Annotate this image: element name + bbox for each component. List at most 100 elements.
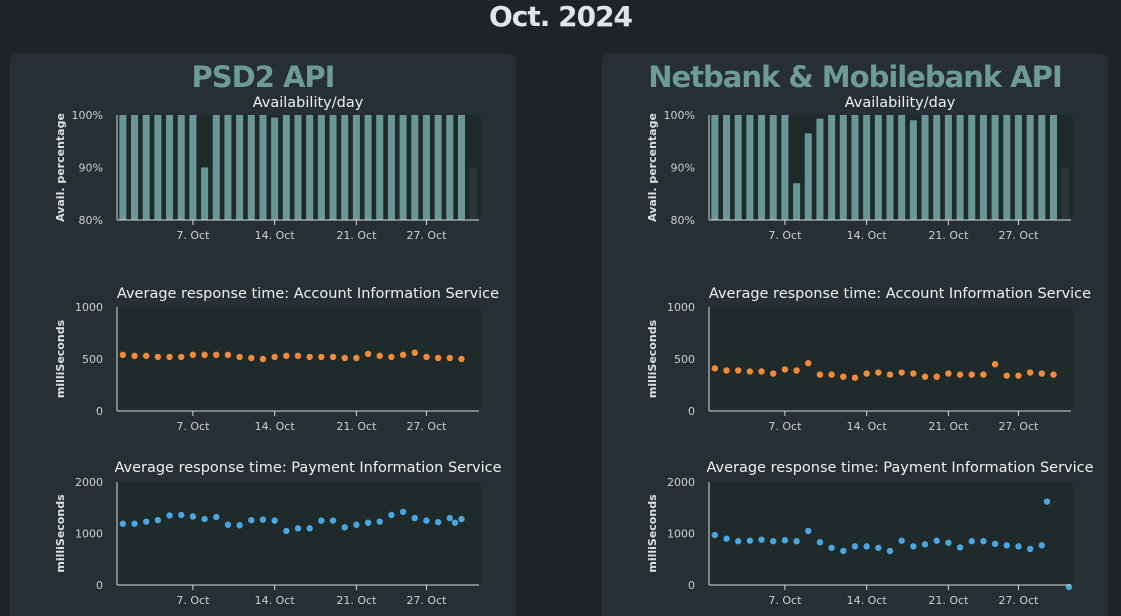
availability-bar <box>793 183 801 220</box>
response-point <box>1015 543 1022 550</box>
netbank-panel-title: Netbank & Mobilebank API <box>648 60 1062 94</box>
response-point <box>458 355 465 363</box>
response-point <box>434 518 442 526</box>
availability-bar <box>469 167 477 220</box>
response-point <box>306 525 313 532</box>
response-point <box>434 354 442 362</box>
y-tick-label: 2000 <box>667 476 695 489</box>
response-point <box>828 544 835 552</box>
availability-bar <box>944 115 952 220</box>
availability-bar <box>956 115 964 220</box>
response-point <box>711 531 719 539</box>
response-point <box>154 516 162 524</box>
availability-bar <box>119 115 127 220</box>
response-point <box>294 352 302 360</box>
availability-bar <box>863 115 871 220</box>
availability-bar <box>734 115 742 220</box>
y-axis-title: milliSeconds <box>646 494 659 573</box>
response-point <box>1038 542 1046 549</box>
availability-bar <box>979 115 987 220</box>
response-point <box>1038 370 1046 377</box>
response-point <box>816 539 824 546</box>
availability-bar <box>991 115 999 220</box>
availability-bar <box>224 115 232 220</box>
y-axis-title: Avail. percentage <box>646 113 659 222</box>
response-point <box>991 540 999 547</box>
chart-title: Average response time: Account Informati… <box>709 286 1091 302</box>
availability-bar <box>874 115 882 220</box>
response-point <box>840 547 847 555</box>
psd2-charts: Availability/day Avail. percentage 80% 90% 1… <box>54 95 502 607</box>
response-point <box>863 370 870 377</box>
availability-bar <box>921 115 929 220</box>
response-point <box>411 349 418 356</box>
response-point <box>236 353 243 361</box>
response-point <box>840 373 847 380</box>
x-tick-label: 27. Oct <box>998 420 1039 433</box>
response-point <box>294 525 302 532</box>
response-point <box>318 353 325 361</box>
response-point <box>805 527 812 535</box>
availability-bar <box>886 115 894 220</box>
availability-bar <box>816 118 824 220</box>
response-point <box>189 351 197 359</box>
availability-bar <box>131 115 139 220</box>
page-title: Oct. 2024 <box>488 0 633 33</box>
x-tick-label: 14. Oct <box>255 229 296 242</box>
response-point <box>968 538 975 545</box>
chart-netbank-0: Availability/day Avail. percentage 80% 90% 1… <box>646 95 1073 242</box>
availability-bar <box>804 133 812 220</box>
response-point <box>248 516 255 524</box>
response-point <box>259 355 267 363</box>
x-tick-label: 21. Oct <box>928 229 969 242</box>
response-point <box>236 522 243 529</box>
response-point <box>178 353 185 361</box>
response-point <box>875 544 882 552</box>
response-point <box>828 371 835 378</box>
response-point <box>166 353 173 361</box>
chart-psd2-2: Average response time: Payment Informati… <box>54 460 502 607</box>
availability-bar <box>711 115 719 220</box>
response-point <box>770 370 777 377</box>
response-point <box>329 517 337 524</box>
availability-bar <box>422 115 430 220</box>
availability-bar <box>434 115 442 220</box>
response-point <box>201 515 208 523</box>
response-point <box>1043 498 1051 505</box>
response-point <box>793 538 800 545</box>
response-point <box>388 353 395 361</box>
response-point <box>271 517 278 524</box>
plot-area <box>117 307 481 411</box>
x-tick-label: 7. Oct <box>768 229 802 242</box>
availability-bar <box>828 115 836 220</box>
response-point <box>329 353 337 361</box>
availability-bar <box>306 115 314 220</box>
x-tick-label: 21. Oct <box>336 594 377 607</box>
response-point <box>142 518 150 525</box>
availability-bar <box>1049 115 1057 220</box>
availability-bar <box>247 115 255 220</box>
netbank-panel: Netbank & Mobilebank API Availability/da… <box>602 54 1108 616</box>
x-tick-label: 14. Oct <box>255 420 296 433</box>
response-point <box>318 517 325 524</box>
response-point <box>376 352 383 360</box>
availability-bar <box>154 115 162 220</box>
response-point <box>306 353 313 361</box>
response-point <box>734 367 742 374</box>
response-point <box>898 537 905 544</box>
availability-bar <box>376 115 384 220</box>
plot-area <box>117 482 481 585</box>
y-tick-label: 1000 <box>75 528 103 541</box>
psd2-panel: PSD2 API Availability/day Avail. percenta… <box>10 54 516 616</box>
x-tick-label: 27. Oct <box>406 420 447 433</box>
availability-bar <box>1038 115 1046 220</box>
chart-netbank-2: Average response time: Payment Informati… <box>646 460 1094 607</box>
availability-bar <box>1003 115 1011 220</box>
x-tick-label: 7. Oct <box>768 594 802 607</box>
response-point <box>805 359 812 367</box>
response-point <box>423 517 430 524</box>
availability-bar <box>933 115 941 220</box>
y-tick-label: 80% <box>79 214 103 227</box>
response-point <box>886 547 894 555</box>
x-tick-label: 7. Oct <box>768 420 802 433</box>
